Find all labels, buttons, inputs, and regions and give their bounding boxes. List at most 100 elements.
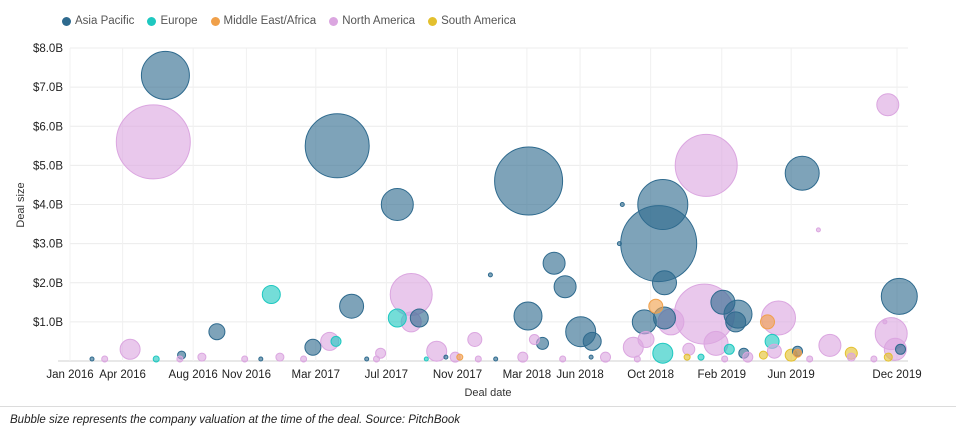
bubble-europe[interactable] (330, 335, 342, 347)
bubble-north-america[interactable] (115, 104, 191, 180)
y-tick-label: $7.0B (33, 82, 63, 94)
bubble-asia-pacific[interactable] (710, 289, 736, 315)
bubble-middle-east-africa[interactable] (648, 298, 664, 314)
bubble-asia-pacific[interactable] (304, 113, 370, 179)
bubble-asia-pacific[interactable] (487, 272, 493, 278)
bubble-north-america[interactable] (815, 227, 821, 233)
bubble-asia-pacific[interactable] (582, 331, 602, 351)
bubble-north-america[interactable] (197, 352, 207, 362)
bubble-north-america[interactable] (703, 330, 729, 356)
bubble-asia-pacific[interactable] (443, 354, 449, 360)
bubble-north-america[interactable] (637, 331, 655, 348)
bubble-asia-pacific[interactable] (494, 146, 564, 216)
bubble-asia-pacific[interactable] (380, 188, 414, 221)
bubble-north-america[interactable] (806, 355, 814, 363)
bubble-south-america[interactable] (883, 352, 893, 362)
bubble-asia-pacific[interactable] (616, 241, 622, 247)
bubble-north-america[interactable] (528, 334, 540, 345)
bubble-asia-pacific[interactable] (895, 343, 906, 355)
y-axis-title: Deal size (15, 182, 27, 227)
bubble-asia-pacific[interactable] (631, 309, 657, 335)
bubble-europe[interactable] (423, 356, 429, 362)
bubble-north-america[interactable] (721, 355, 729, 363)
legend-item[interactable]: North America (329, 15, 415, 27)
bubble-europe[interactable] (152, 355, 160, 363)
x-tick-label: Jun 2018 (556, 369, 603, 381)
bubble-asia-pacific[interactable] (89, 356, 95, 362)
bubble-north-america[interactable] (633, 355, 641, 363)
bubble-north-america[interactable] (600, 351, 611, 363)
x-tick-label: Feb 2019 (697, 369, 746, 381)
bubble-asia-pacific[interactable] (208, 323, 226, 341)
bubble-europe[interactable] (697, 353, 705, 361)
legend-item[interactable]: Middle East/Africa (210, 15, 316, 27)
bubble-north-america[interactable] (375, 347, 387, 359)
legend-swatch (210, 16, 220, 26)
x-tick-label: Jan 2016 (46, 369, 93, 381)
bubble-asia-pacific[interactable] (140, 50, 190, 100)
bubble-north-america[interactable] (674, 133, 738, 197)
bubble-asia-pacific[interactable] (258, 356, 264, 362)
bubble-europe[interactable] (387, 308, 407, 328)
x-tick-label: Mar 2017 (291, 369, 340, 381)
legend-item[interactable]: South America (428, 15, 516, 27)
legend-item[interactable]: Asia Pacific (62, 15, 134, 27)
bubble-north-america[interactable] (818, 333, 842, 357)
bubble-north-america[interactable] (467, 332, 483, 347)
bubble-north-america[interactable] (559, 355, 567, 363)
bubble-asia-pacific[interactable] (553, 275, 577, 299)
legend-item[interactable]: Europe (147, 15, 198, 27)
bubble-europe[interactable] (261, 285, 281, 304)
bubble-asia-pacific[interactable] (339, 293, 365, 319)
bubbles (89, 50, 918, 364)
bubble-north-america[interactable] (300, 355, 308, 363)
bubble-asia-pacific[interactable] (725, 311, 747, 333)
bubble-asia-pacific[interactable] (542, 251, 566, 275)
bubble-asia-pacific[interactable] (493, 356, 499, 362)
bubble-south-america[interactable] (758, 350, 768, 360)
x-tick-label: Oct 2018 (627, 369, 674, 381)
bubble-north-america[interactable] (882, 319, 888, 325)
bubble-asia-pacific[interactable] (409, 308, 429, 328)
bubble-middle-east-africa[interactable] (760, 314, 775, 330)
bubble-asia-pacific[interactable] (364, 356, 370, 362)
bubble-north-america[interactable] (474, 355, 482, 363)
bubble-north-america[interactable] (176, 355, 184, 363)
bubble-middle-east-africa[interactable] (456, 353, 464, 361)
bubble-north-america[interactable] (876, 93, 900, 117)
bubble-asia-pacific[interactable] (652, 270, 677, 296)
bubble-north-america[interactable] (119, 338, 141, 360)
y-tick-label: $3.0B (33, 239, 63, 251)
bubble-north-america[interactable] (426, 340, 448, 362)
bubble-north-america[interactable] (517, 351, 529, 363)
bubble-asia-pacific[interactable] (784, 155, 820, 191)
y-tick-label: $2.0B (33, 278, 63, 290)
bubble-north-america[interactable] (766, 343, 782, 359)
bubble-north-america[interactable] (682, 342, 696, 356)
bubble-north-america[interactable] (373, 355, 380, 363)
bubble-europe[interactable] (723, 343, 735, 355)
legend-label: Europe (160, 15, 198, 27)
bubble-middle-east-africa[interactable] (793, 348, 802, 358)
bubble-north-america[interactable] (742, 351, 754, 363)
bubble-north-america[interactable] (275, 352, 285, 362)
bubble-asia-pacific[interactable] (637, 179, 689, 230)
x-tick-label: Mar 2018 (503, 369, 552, 381)
bubble-north-america[interactable] (870, 355, 878, 363)
bubble-asia-pacific[interactable] (880, 277, 918, 315)
bubble-south-america[interactable] (683, 353, 691, 361)
legend-swatch (329, 16, 339, 26)
bubble-asia-pacific[interactable] (619, 202, 625, 207)
bubble-north-america[interactable] (101, 355, 109, 363)
bubble-chart: $8.0B $7.0B $6.0B $5.0B $4.0B $3.0B $2.0B $1.0B… (15, 43, 922, 399)
bubble-north-america[interactable] (241, 355, 249, 363)
bubble-asia-pacific[interactable] (513, 301, 543, 331)
legend-label: North America (342, 15, 416, 27)
bubble-asia-pacific[interactable] (304, 338, 322, 356)
bubble-north-america[interactable] (846, 352, 856, 362)
x-tick-label: Nov 2017 (433, 369, 482, 381)
bubble-asia-pacific[interactable] (588, 354, 594, 360)
y-tick-label: $1.0B (33, 317, 63, 329)
bubble-europe[interactable] (652, 342, 674, 364)
divider (0, 406, 956, 407)
